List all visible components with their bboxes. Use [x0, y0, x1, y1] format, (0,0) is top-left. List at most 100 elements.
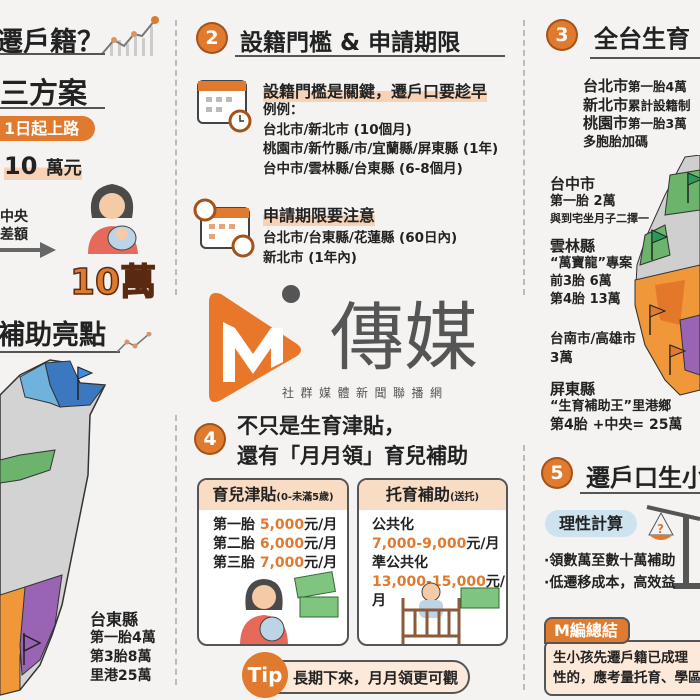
card-title: 育兒津貼: [212, 485, 277, 504]
deadline-list: 台北市/台東縣/花蓮縣 (60日內) 新北市 (1年內): [263, 229, 457, 268]
allowance-row: 第三胎 7,000元/月: [199, 554, 347, 573]
amount-number: 10: [4, 152, 38, 180]
city-line: 多胞胎加碼: [583, 134, 649, 150]
logo-tagline: 社群媒體新聞聯播網: [282, 386, 449, 400]
divider: [175, 20, 177, 295]
taitung-line: 第3胎8萬: [90, 649, 152, 665]
threshold-line: 台中市/雲林縣/台東縣 (6-8個月): [263, 160, 463, 177]
section4-title: 不只是生育津貼， 還有「月月領」育兒補助: [237, 411, 468, 471]
section4-title-line: 不只是生育津貼，: [237, 414, 405, 438]
crib-money-icon: [401, 582, 500, 644]
row-amount: 5,000: [259, 517, 305, 533]
row-amount: 7,000: [259, 555, 305, 571]
allowance-row: 第二胎 6,000元/月: [199, 535, 347, 554]
row-unit: 元/月: [304, 555, 338, 571]
allowance-row: 第一胎 5,000元/月: [199, 516, 347, 535]
mother-baby-icon: [88, 184, 138, 254]
threshold-line: 例例：: [263, 102, 304, 118]
amount-unit: 萬元: [45, 158, 82, 179]
amount-label: 10 萬元: [4, 152, 82, 180]
city-line: 新北市累計設籍制: [583, 95, 691, 114]
divider: [175, 415, 177, 685]
row-unit: 元/月: [304, 536, 338, 552]
section5-bullets: ·領數萬至數十萬補助 ·低遷移成本，高效益: [544, 550, 675, 594]
mother-money-icon: [240, 571, 339, 644]
trend-line-icon: [116, 332, 152, 353]
pingtung-note: 屏東縣 “生育補助王”里港鄉 第4胎 +中央= 25萬: [550, 380, 683, 433]
calendar-clock-icon: [197, 80, 252, 133]
underline: [235, 55, 505, 57]
row-unit: 元/月: [304, 517, 338, 533]
bullet-item: ·領數萬至數十萬補助: [544, 553, 676, 569]
section4-title-line: 還有「月月領」育兒補助: [237, 444, 468, 468]
underline: [590, 57, 700, 59]
card-title: 托育補助: [385, 485, 450, 504]
daycare-subsidy-card: 托育補助(送托) 公共化 7,000-9,000元/月 準公共化 13,000-…: [357, 478, 508, 646]
threshold-heading: 設籍門檻是關鍵，遷戶口要趁早: [263, 78, 488, 102]
rational-pill: 理性計算: [545, 510, 637, 537]
row-unit: 元/月: [466, 536, 500, 552]
yunlin-note: 雲林縣 “萬寶龍”專案 前3胎 6萬 第4胎 13萬: [550, 237, 633, 307]
row-label: 第二胎: [213, 536, 255, 552]
taitung-note: 台東縣 第一胎4萬 第3胎8萬 里港25萬: [90, 610, 156, 686]
section-number-badge: 3: [548, 21, 576, 49]
row-amount: 6,000: [259, 536, 305, 552]
threshold-line: 台北市/新北市 (10個月): [263, 121, 412, 138]
deadline-line: 台北市/台東縣/花蓮縣 (60日內): [263, 230, 458, 246]
section1-title: 遷戶籍？: [0, 27, 104, 58]
taitung-line: 里港25萬: [90, 668, 152, 684]
card-note: (送托): [449, 492, 480, 503]
taiwan-map-left: [0, 359, 107, 696]
logo-name: 傳媒: [330, 295, 478, 381]
highlights-title: 補助亮點: [0, 320, 106, 351]
row-amount: 7,000-9,000: [372, 536, 467, 552]
bullet-item: ·低遷移成本，高效益: [544, 575, 676, 591]
section-number-badge: 5: [543, 459, 571, 487]
section-number-badge: 4: [196, 425, 224, 453]
balance-scale-icon: ?: [646, 505, 700, 589]
underline: [0, 53, 105, 55]
row-label: 第一胎: [213, 517, 255, 533]
section5-title: 遷戶口生小: [586, 464, 700, 492]
big-amount: 10萬: [69, 261, 157, 304]
calendar-clock-icon: [193, 198, 255, 258]
taitung-line: 第一胎4萬: [90, 630, 156, 646]
threshold-line: 桃園市/新竹縣/市/宜蘭縣/屏東縣 (1年): [263, 141, 499, 157]
divider: [523, 445, 525, 690]
taichung-note: 台中市 第一胎 2萬 與到宅坐月子二擇一: [550, 175, 649, 226]
row-label: 第三胎: [213, 555, 255, 571]
city-line: 桃園市第一胎3萬: [583, 114, 687, 132]
arrow-right-icon: [0, 242, 56, 258]
plans-title: 三方案: [0, 76, 88, 110]
card-header: 托育補助(送托): [359, 480, 506, 510]
section3-title: 全台生育: [594, 25, 690, 53]
section2-title: 設籍門檻 & 申請期限: [240, 30, 461, 56]
taiwan-map-right: [634, 155, 700, 396]
tainan-kaohsiung-note: 台南市/高雄市 3萬: [550, 331, 636, 366]
city-line: 台北市第一胎4萬: [583, 77, 687, 95]
section-number-badge: 2: [198, 24, 226, 52]
central-line: 中央: [0, 209, 28, 225]
underline: [0, 351, 120, 353]
start-date-pill: 1日起上路: [0, 116, 95, 141]
taitung-title: 台東縣: [90, 610, 139, 629]
trend-chart-icon: [101, 16, 159, 56]
tip-text: 長期下來，月月領更可觀: [293, 669, 459, 687]
card-header: 育兒津貼(0-未滿5歲): [199, 480, 347, 510]
logo-mark: [209, 285, 301, 402]
tip-badge: Tip: [242, 652, 288, 698]
deadline-heading: 申請期限要注意: [263, 202, 376, 226]
row-unit: 元/月: [372, 574, 505, 609]
childcare-allowance-card: 育兒津貼(0-未滿5歲) 第一胎 5,000元/月 第二胎 6,000元/月 第…: [197, 478, 349, 646]
divider: [523, 20, 525, 295]
threshold-list: 例例： 台北市/新北市 (10個月) 桃園市/新竹縣/市/宜蘭縣/屏東縣 (1年…: [263, 101, 498, 179]
central-text: 中央 差額: [0, 208, 28, 244]
north-cities-note: 台北市第一胎4萬 新北市累計設籍制 桃園市第一胎3萬 多胞胎加碼: [583, 77, 691, 151]
summary-text: 生小孩先遷戶籍已成理 性的，應考量托育、學區: [553, 650, 700, 686]
deadline-line: 新北市 (1年內): [263, 249, 357, 266]
svg-text:?: ?: [657, 522, 664, 536]
underline: [580, 492, 700, 494]
row-amount: 13,000-15,000: [372, 574, 486, 590]
card-note: (0-未滿5歲): [276, 492, 334, 503]
underline: [0, 107, 105, 109]
